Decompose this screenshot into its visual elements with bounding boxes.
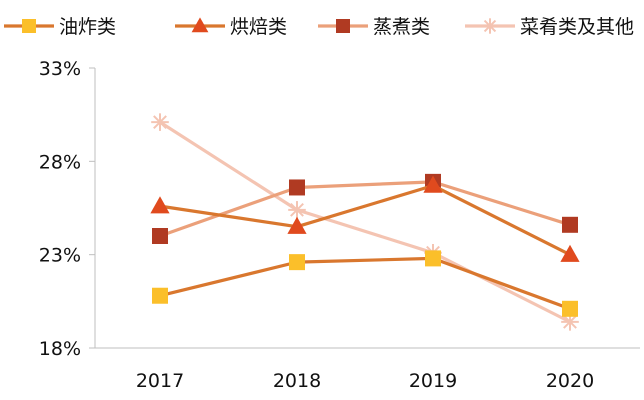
legend-marker — [191, 17, 209, 33]
legend-item-steamed: 蒸煮类 — [318, 16, 430, 38]
x-tick-label: 2017 — [136, 370, 184, 392]
data-point-fried — [562, 300, 578, 317]
data-point-steamed — [152, 228, 168, 244]
x-axis: 2017 2018 2019 2020 — [95, 347, 640, 392]
legend-marker — [482, 18, 498, 34]
data-point-steamed — [289, 179, 305, 196]
y-tick-label: 18% — [39, 338, 81, 360]
data-point-baked — [423, 175, 443, 193]
series-line-fried — [159, 256, 571, 311]
legend-label: 油炸类 — [59, 16, 116, 38]
legend-item-dishes-other: 菜肴类及其他 — [465, 16, 634, 38]
y-tick-label: 28% — [39, 151, 81, 173]
legend-label: 烘焙类 — [230, 16, 287, 38]
series-line-baked — [159, 184, 571, 257]
data-point-fried — [152, 287, 168, 304]
data-point-dishes-other — [288, 201, 306, 219]
series-line-dishes-other — [159, 120, 571, 324]
y-tick-label: 23% — [39, 245, 81, 267]
x-tick-label: 2019 — [409, 370, 457, 392]
legend-item-baked: 烘焙类 — [175, 16, 287, 38]
data-point-fried — [425, 250, 441, 267]
legend-marker — [22, 19, 36, 33]
series-baked — [150, 175, 580, 262]
series-fried — [152, 250, 578, 317]
data-point-dishes-other — [151, 113, 169, 131]
legend: 油炸类 烘焙类 蒸煮类 菜肴类及其他 — [4, 16, 634, 38]
data-point-steamed — [562, 216, 578, 233]
series-dishes-other — [151, 113, 579, 331]
data-point-fried — [289, 254, 305, 271]
x-tick-label: 2018 — [273, 370, 321, 392]
y-axis: 18% 23% 28% 33% — [39, 58, 96, 360]
series-steamed — [152, 173, 578, 244]
legend-item-fried: 油炸类 — [4, 16, 116, 38]
data-point-baked — [150, 196, 170, 214]
legend-label: 菜肴类及其他 — [520, 16, 634, 38]
series-layer — [150, 113, 580, 331]
data-point-baked — [560, 244, 580, 262]
y-tick-label: 33% — [39, 58, 81, 80]
series-line-steamed — [159, 180, 571, 238]
x-tick-label: 2020 — [546, 370, 594, 392]
legend-label: 蒸煮类 — [373, 16, 430, 38]
data-point-baked — [287, 216, 307, 234]
legend-marker — [336, 19, 350, 33]
